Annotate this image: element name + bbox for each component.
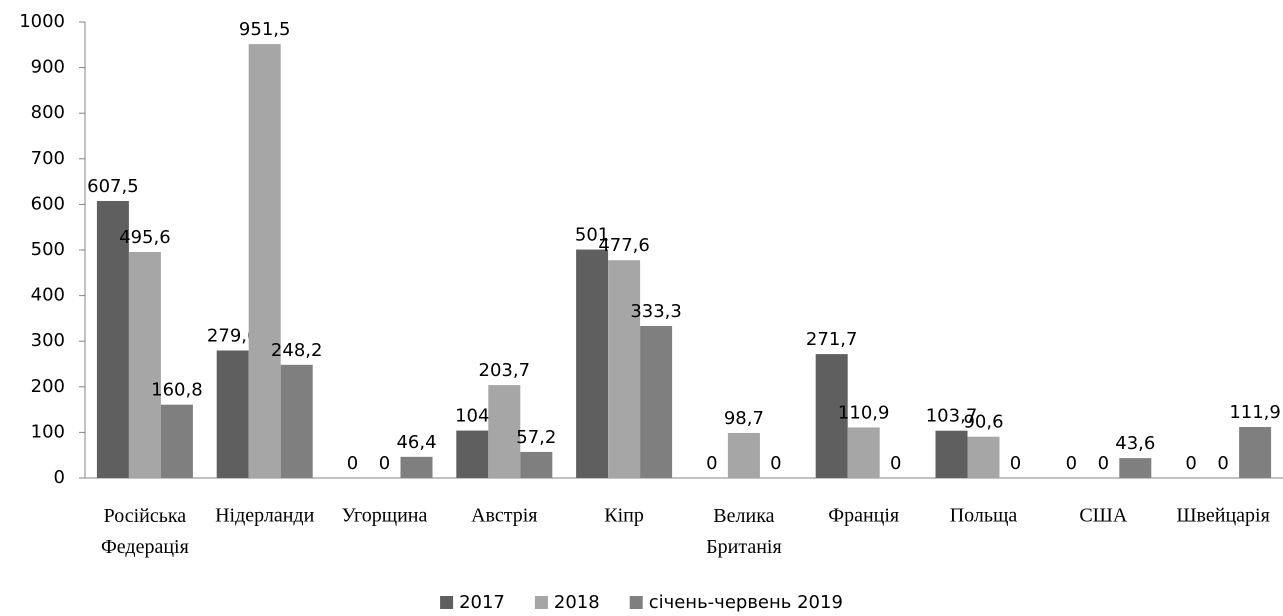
y-tick-label: 300 (31, 330, 65, 351)
bar (128, 252, 161, 478)
bar (96, 200, 129, 479)
bar (400, 456, 433, 478)
bar (576, 249, 609, 478)
value-label: 0 (706, 453, 717, 474)
x-tick-label: США (1079, 505, 1128, 527)
value-label: 57,2 (516, 427, 556, 448)
y-tick-label: 1000 (19, 11, 65, 32)
x-tick-label: Велика Британія (706, 505, 782, 558)
value-label: 477,6 (598, 235, 650, 256)
value-label: 248,2 (271, 340, 323, 361)
value-label: 607,5 (87, 176, 139, 197)
value-label: 104 (455, 406, 489, 427)
bar (1239, 426, 1272, 478)
value-label: 951,5 (239, 19, 291, 40)
y-tick-label: 100 (31, 421, 65, 442)
y-tick-label: 0 (54, 467, 65, 488)
bar (160, 404, 193, 478)
x-tick-label: Австрія (471, 505, 537, 527)
x-tick-label: Нідерланди (215, 505, 315, 527)
y-tick-label: 700 (31, 148, 65, 169)
value-label: 501 (575, 225, 609, 246)
x-tick-label: Польща (950, 505, 1018, 527)
bar (216, 350, 249, 478)
value-label: 0 (347, 453, 358, 474)
x-tick-label: Кіпр (604, 505, 644, 527)
bar (847, 427, 880, 478)
bar (967, 436, 1000, 478)
y-tick-label: 600 (31, 193, 65, 214)
y-tick-label: 400 (31, 285, 65, 306)
legend-swatch (629, 596, 643, 609)
value-label: 111,9 (1229, 402, 1281, 423)
legend-swatch (534, 596, 548, 609)
value-label: 271,7 (806, 329, 858, 350)
value-label: 0 (890, 453, 901, 474)
value-label: 0 (1217, 453, 1228, 474)
value-label: 0 (1098, 453, 1109, 474)
value-label: 0 (1066, 453, 1077, 474)
bar (488, 385, 521, 478)
x-tick-label: Франція (828, 505, 899, 527)
value-label: 0 (1185, 453, 1196, 474)
x-tick-label: Угорщина (342, 505, 428, 527)
y-tick-label: 900 (31, 57, 65, 78)
y-tick-label: 200 (31, 376, 65, 397)
legend-swatch (440, 596, 454, 609)
bar (727, 432, 760, 478)
bar (608, 260, 641, 478)
value-label: 0 (1010, 453, 1021, 474)
value-label: 333,3 (630, 301, 682, 322)
legend-label: 2018 (554, 592, 600, 613)
value-label: 0 (379, 453, 390, 474)
value-label: 46,4 (396, 432, 436, 453)
value-label: 160,8 (151, 380, 203, 401)
y-tick-label: 800 (31, 102, 65, 123)
value-label: 98,7 (724, 408, 764, 429)
value-label: 0 (770, 453, 781, 474)
bar (248, 44, 281, 479)
x-tick-label: Швейцарія (1176, 505, 1269, 527)
value-label: 203,7 (479, 360, 531, 381)
bar (935, 430, 968, 478)
bar (815, 354, 848, 478)
y-tick-label: 500 (31, 239, 65, 260)
bar (1119, 458, 1152, 478)
bar (520, 451, 553, 478)
bar (280, 364, 313, 478)
value-label: 279,6 (207, 326, 259, 347)
legend-label: 2017 (459, 592, 505, 613)
value-label: 43,6 (1115, 433, 1155, 454)
legend-label: січень-червень 2019 (649, 592, 843, 613)
value-label: 110,9 (838, 402, 890, 423)
bar (456, 430, 489, 478)
bar (640, 326, 673, 478)
x-tick-label: Російська Федерація (101, 505, 189, 558)
value-label: 495,6 (119, 227, 171, 248)
value-label: 90,6 (963, 412, 1003, 433)
value-label: 103,7 (926, 406, 978, 427)
